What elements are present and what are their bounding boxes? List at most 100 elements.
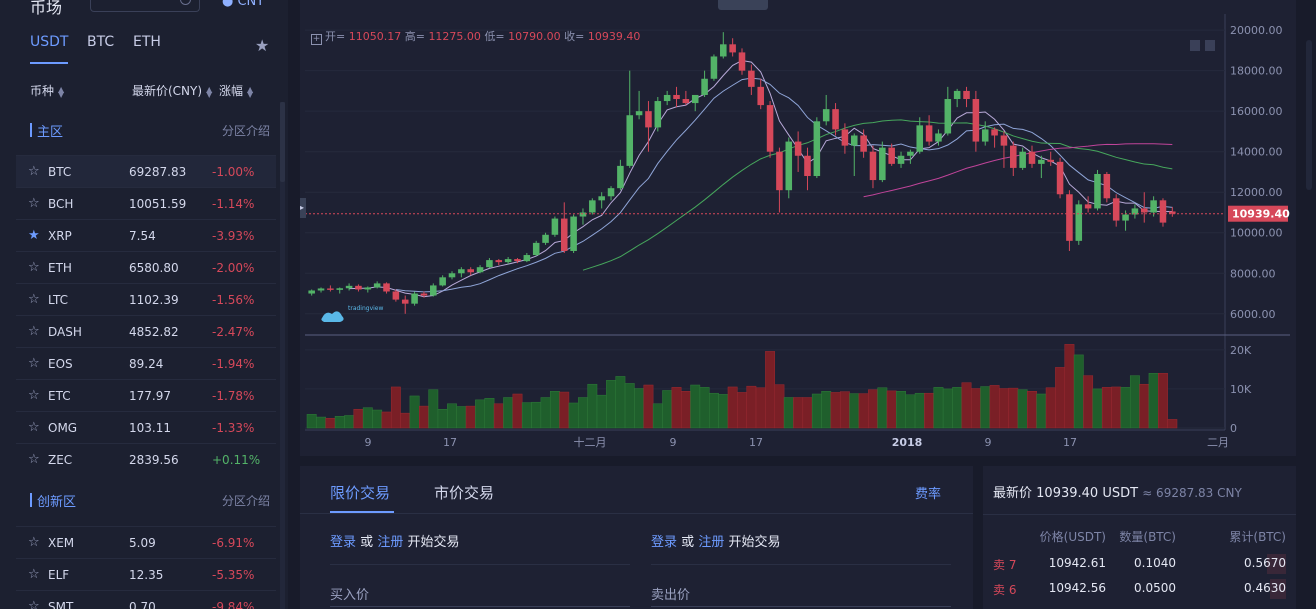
volume-bar bbox=[615, 376, 626, 429]
high-label: 高= bbox=[404, 30, 425, 43]
candle-body bbox=[1010, 145, 1017, 168]
col-coin-label: 币种 bbox=[30, 84, 55, 98]
latest-price-label: 最新价 bbox=[993, 486, 1033, 501]
ask-row[interactable]: 卖 6 10942.56 0.0500 0.4630 bbox=[983, 577, 1296, 601]
price-tick-label: 18000.00 bbox=[1230, 65, 1283, 78]
page-scrollbar-thumb[interactable] bbox=[1306, 40, 1312, 190]
page-scrollbar[interactable] bbox=[1302, 0, 1316, 609]
price-tick-label: 6000.00 bbox=[1230, 308, 1276, 321]
favorite-star-icon[interactable]: ☆ bbox=[28, 260, 40, 275]
scrollbar-thumb[interactable] bbox=[280, 102, 285, 182]
market-symbol: LTC bbox=[48, 293, 69, 307]
candle-body bbox=[495, 260, 503, 263]
innov-market-list: ☆ XEM 5.09 -6.91% ☆ ELF 12.35 -5.35% ☆ SMT 0.70 -9.… bbox=[16, 526, 276, 609]
volume-bar bbox=[306, 414, 317, 429]
interval-button-active[interactable] bbox=[718, 0, 768, 10]
market-symbol: SMT bbox=[48, 600, 74, 609]
currency-toggle[interactable]: ● CNY bbox=[222, 0, 264, 9]
col-price-header: 价格(USDT) bbox=[1039, 530, 1106, 544]
login-link[interactable]: 登录 bbox=[330, 535, 357, 550]
zone-main-title: 主区 bbox=[37, 125, 64, 140]
register-link[interactable]: 注册 bbox=[698, 535, 725, 550]
favorite-star-icon[interactable]: ☆ bbox=[28, 164, 40, 179]
favorite-star-icon[interactable]: ☆ bbox=[28, 388, 40, 403]
market-row-etc[interactable]: ☆ ETC 177.97 -1.78% bbox=[16, 379, 276, 411]
close-value: 10939.40 bbox=[587, 30, 641, 43]
candle-body bbox=[832, 109, 839, 130]
candle-body bbox=[850, 135, 858, 146]
volume-bar bbox=[877, 387, 888, 429]
volume-bar bbox=[690, 384, 701, 429]
favorites-star-icon[interactable]: ★ bbox=[255, 36, 270, 55]
zone-main-intro-link[interactable]: 分区介绍 bbox=[222, 124, 271, 138]
tab-usdt[interactable]: USDT bbox=[30, 34, 69, 50]
favorite-star-icon[interactable]: ☆ bbox=[28, 599, 40, 609]
favorite-star-icon[interactable]: ☆ bbox=[28, 567, 40, 582]
market-row-zec[interactable]: ☆ ZEC 2839.56 +0.11% bbox=[16, 443, 276, 475]
or-text: 或 bbox=[360, 535, 374, 550]
market-symbol: EOS bbox=[48, 357, 73, 371]
search-icon[interactable] bbox=[180, 0, 191, 5]
sidebar-scrollbar[interactable] bbox=[280, 102, 285, 609]
market-row-xem[interactable]: ☆ XEM 5.09 -6.91% bbox=[16, 526, 276, 558]
sell-price-label: 卖出价 bbox=[651, 588, 691, 603]
volume-bar bbox=[1120, 387, 1131, 429]
volume-bar bbox=[531, 401, 542, 429]
favorite-star-icon[interactable]: ☆ bbox=[28, 292, 40, 307]
candle-body bbox=[1056, 161, 1064, 195]
favorite-star-icon[interactable]: ☆ bbox=[28, 196, 40, 211]
candlestick-chart[interactable]: 20000.00 18000.00 16000.00 14000.00 12000.00… bbox=[300, 0, 1296, 456]
favorite-star-icon[interactable]: ☆ bbox=[28, 535, 40, 550]
col-change-sort[interactable]: 涨幅 ▲ ▼ bbox=[219, 82, 253, 99]
tab-market-order[interactable]: 市价交易 bbox=[434, 484, 495, 502]
candle-body bbox=[486, 260, 493, 268]
buy-price-input[interactable] bbox=[330, 606, 630, 607]
market-row-omg[interactable]: ☆ OMG 103.11 -1.33% bbox=[16, 411, 276, 443]
ask-row[interactable]: 卖 7 10942.61 0.1040 0.5670 bbox=[983, 552, 1296, 576]
market-row-ltc[interactable]: ☆ LTC 1102.39 -1.56% bbox=[16, 283, 276, 315]
trade-panel: 限价交易 市价交易 费率 登录 或 注册 开始交易 登录 或 注册 开始交易 买… bbox=[300, 466, 973, 609]
open-label: 开= bbox=[325, 30, 346, 43]
register-link[interactable]: 注册 bbox=[377, 535, 404, 550]
market-price: 12.35 bbox=[129, 568, 164, 582]
favorite-star-icon[interactable]: ☆ bbox=[28, 420, 40, 435]
market-row-bch[interactable]: ☆ BCH 10051.59 -1.14% bbox=[16, 187, 276, 219]
ohlc-toggle-icon[interactable]: + bbox=[311, 34, 322, 45]
login-link[interactable]: 登录 bbox=[651, 535, 678, 550]
candle-body bbox=[1122, 214, 1129, 221]
candle-body bbox=[991, 129, 998, 136]
favorite-star-icon[interactable]: ★ bbox=[28, 228, 40, 243]
market-row-xrp[interactable]: ★ XRP 7.54 -3.93% bbox=[16, 219, 276, 251]
tab-eth[interactable]: ETH bbox=[133, 34, 161, 50]
candle-body bbox=[504, 259, 512, 263]
candle-body bbox=[523, 255, 531, 262]
market-row-eth[interactable]: ☆ ETH 6580.80 -2.00% bbox=[16, 251, 276, 283]
favorite-star-icon[interactable]: ☆ bbox=[28, 356, 40, 371]
volume-bar bbox=[755, 387, 766, 429]
volume-bar bbox=[390, 386, 401, 429]
market-row-elf[interactable]: ☆ ELF 12.35 -5.35% bbox=[16, 558, 276, 590]
market-search-input[interactable] bbox=[90, 0, 200, 12]
favorite-star-icon[interactable]: ☆ bbox=[28, 452, 40, 467]
candle-body bbox=[560, 218, 568, 251]
volume-bar bbox=[1027, 391, 1037, 429]
tab-btc[interactable]: BTC bbox=[87, 34, 115, 50]
tab-limit-order[interactable]: 限价交易 bbox=[330, 484, 391, 502]
volume-bar bbox=[1055, 367, 1065, 429]
col-price-sort[interactable]: 最新价(CNY) ▲ ▼ bbox=[132, 82, 212, 99]
market-row-eos[interactable]: ☆ EOS 89.24 -1.94% bbox=[16, 347, 276, 379]
candle-body bbox=[1075, 204, 1083, 241]
favorite-star-icon[interactable]: ☆ bbox=[28, 324, 40, 339]
fee-link[interactable]: 费率 bbox=[915, 487, 942, 502]
ma60-line bbox=[863, 143, 1173, 198]
market-row-btc[interactable]: ☆ BTC 69287.83 -1.00% bbox=[16, 155, 276, 187]
market-row-smt[interactable]: ☆ SMT 0.70 -9.84% bbox=[16, 590, 276, 609]
zone-innov-intro-link[interactable]: 分区介绍 bbox=[222, 494, 271, 508]
sell-price-input[interactable] bbox=[651, 606, 951, 607]
market-row-dash[interactable]: ☆ DASH 4852.82 -2.47% bbox=[16, 315, 276, 347]
candle-body bbox=[467, 269, 474, 273]
candle-body bbox=[841, 129, 849, 146]
sidebar-collapse-arrow-icon[interactable]: ▸ bbox=[300, 198, 306, 218]
market-sidebar: 币场 ● CNY USDT BTC ETH ★ 币种 ▲ ▼ 最新价(CNY) ▲ ▼ … bbox=[0, 0, 288, 609]
col-coin-sort[interactable]: 币种 ▲ ▼ bbox=[30, 82, 64, 99]
